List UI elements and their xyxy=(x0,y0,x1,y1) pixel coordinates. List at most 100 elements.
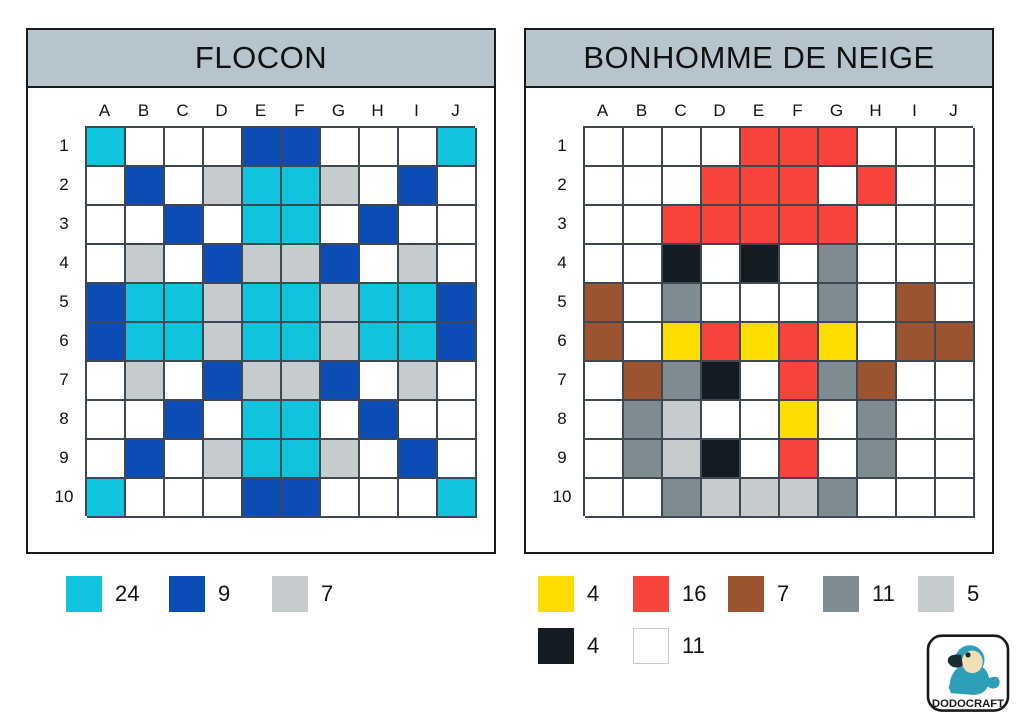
grid-cell[interactable] xyxy=(87,245,126,284)
grid-cell[interactable] xyxy=(321,128,360,167)
grid-cell[interactable] xyxy=(585,362,624,401)
pixel-grid-flocon[interactable]: A B C D E F G H I J 1 2 3 4 5 6 7 8 9 10 xyxy=(47,96,477,518)
grid-cell[interactable] xyxy=(585,479,624,518)
grid-cell[interactable] xyxy=(663,167,702,206)
grid-cell[interactable] xyxy=(399,440,438,479)
grid-cell[interactable] xyxy=(702,323,741,362)
grid-cell[interactable] xyxy=(858,206,897,245)
grid-cell[interactable] xyxy=(87,128,126,167)
grid-cell[interactable] xyxy=(204,401,243,440)
grid-cell[interactable] xyxy=(243,479,282,518)
grid-cell[interactable] xyxy=(399,323,438,362)
grid-cell[interactable] xyxy=(663,440,702,479)
grid-cell[interactable] xyxy=(321,206,360,245)
grid-cell[interactable] xyxy=(243,167,282,206)
grid-cell[interactable] xyxy=(282,206,321,245)
grid-cell[interactable] xyxy=(741,284,780,323)
grid-cell[interactable] xyxy=(702,128,741,167)
grid-cell[interactable] xyxy=(819,128,858,167)
grid-cell[interactable] xyxy=(624,128,663,167)
grid-cell[interactable] xyxy=(585,167,624,206)
grid-cell[interactable] xyxy=(702,284,741,323)
grid-cell[interactable] xyxy=(780,128,819,167)
grid-cell[interactable] xyxy=(399,401,438,440)
grid-cell[interactable] xyxy=(87,167,126,206)
grid-cell[interactable] xyxy=(663,284,702,323)
grid-cell[interactable] xyxy=(360,245,399,284)
grid-cell[interactable] xyxy=(741,362,780,401)
grid-cell[interactable] xyxy=(936,128,975,167)
grid-cell[interactable] xyxy=(936,479,975,518)
grid-cell[interactable] xyxy=(819,206,858,245)
grid-cell[interactable] xyxy=(780,401,819,440)
grid-cell[interactable] xyxy=(360,440,399,479)
grid-cell[interactable] xyxy=(858,128,897,167)
grid-cell[interactable] xyxy=(780,479,819,518)
grid-cell[interactable] xyxy=(126,167,165,206)
grid-cell[interactable] xyxy=(819,401,858,440)
grid-cell[interactable] xyxy=(243,401,282,440)
grid-cell[interactable] xyxy=(702,401,741,440)
grid-cell[interactable] xyxy=(243,323,282,362)
grid-cell[interactable] xyxy=(321,245,360,284)
grid-cell[interactable] xyxy=(321,479,360,518)
grid-cell[interactable] xyxy=(741,245,780,284)
grid-cell[interactable] xyxy=(360,479,399,518)
grid-cell[interactable] xyxy=(399,167,438,206)
grid-cell[interactable] xyxy=(585,323,624,362)
grid-cell[interactable] xyxy=(780,323,819,362)
grid-cell[interactable] xyxy=(858,323,897,362)
grid-cell[interactable] xyxy=(819,245,858,284)
grid-cell[interactable] xyxy=(936,245,975,284)
grid-cell[interactable] xyxy=(585,245,624,284)
grid-cell[interactable] xyxy=(663,401,702,440)
grid-cell[interactable] xyxy=(741,440,780,479)
grid-cell[interactable] xyxy=(819,284,858,323)
grid-cell[interactable] xyxy=(204,362,243,401)
grid-cell[interactable] xyxy=(663,323,702,362)
grid-cell[interactable] xyxy=(585,128,624,167)
grid-cell[interactable] xyxy=(438,128,477,167)
grid-cell[interactable] xyxy=(204,440,243,479)
grid-cell[interactable] xyxy=(165,167,204,206)
grid-cell[interactable] xyxy=(204,284,243,323)
grid-cell[interactable] xyxy=(243,206,282,245)
grid-cell[interactable] xyxy=(936,440,975,479)
grid-cell[interactable] xyxy=(858,440,897,479)
grid-cell[interactable] xyxy=(897,479,936,518)
grid-cell[interactable] xyxy=(204,128,243,167)
grid-cell[interactable] xyxy=(585,401,624,440)
grid-cell[interactable] xyxy=(585,440,624,479)
grid-cell[interactable] xyxy=(897,128,936,167)
grid-cell[interactable] xyxy=(741,128,780,167)
grid-cell[interactable] xyxy=(780,362,819,401)
grid-cell[interactable] xyxy=(87,440,126,479)
grid-cell[interactable] xyxy=(243,284,282,323)
grid-cell[interactable] xyxy=(858,401,897,440)
grid-cell[interactable] xyxy=(360,323,399,362)
grid-cell[interactable] xyxy=(585,206,624,245)
grid-cell[interactable] xyxy=(702,167,741,206)
grid-cell[interactable] xyxy=(897,284,936,323)
grid-cell[interactable] xyxy=(243,362,282,401)
grid-cell[interactable] xyxy=(126,245,165,284)
grid-cell[interactable] xyxy=(780,440,819,479)
grid-cell[interactable] xyxy=(282,245,321,284)
grid-cell[interactable] xyxy=(204,167,243,206)
grid-cell[interactable] xyxy=(87,362,126,401)
grid-cell[interactable] xyxy=(204,206,243,245)
grid-cell[interactable] xyxy=(87,323,126,362)
grid-cell[interactable] xyxy=(360,206,399,245)
grid-cell[interactable] xyxy=(897,245,936,284)
grid-cell[interactable] xyxy=(360,167,399,206)
grid-cell[interactable] xyxy=(321,167,360,206)
grid-cell[interactable] xyxy=(858,479,897,518)
grid-cell[interactable] xyxy=(936,284,975,323)
grid-cell[interactable] xyxy=(858,167,897,206)
grid-cell[interactable] xyxy=(399,128,438,167)
grid-cell[interactable] xyxy=(780,245,819,284)
grid-cell[interactable] xyxy=(858,245,897,284)
grid-cell[interactable] xyxy=(624,284,663,323)
grid-cell[interactable] xyxy=(438,284,477,323)
grid-cell[interactable] xyxy=(819,440,858,479)
